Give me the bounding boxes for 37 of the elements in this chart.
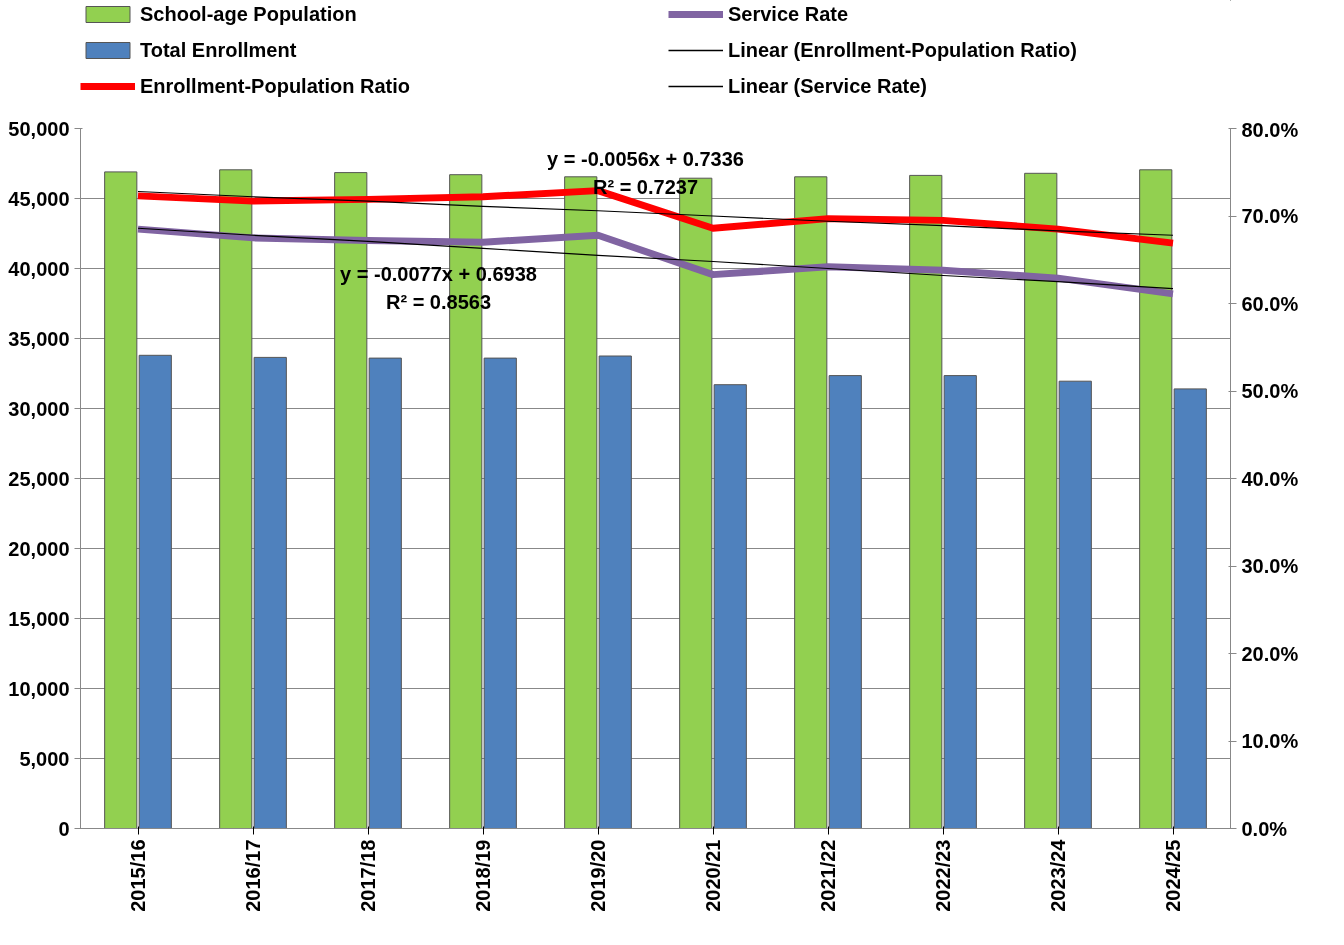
y-tick-label: 30,000 [8, 397, 70, 420]
legend-label: Linear (Service Rate) [728, 73, 928, 99]
y2-tick-label: 80.0% [1241, 118, 1299, 141]
y2-tick-label: 50.0% [1241, 380, 1299, 402]
x-tick-label: 2024/25 [1162, 839, 1184, 912]
legend-label: Linear (Enrollment-Population Ratio) [728, 37, 1078, 63]
y-tick-label: 10,000 [8, 677, 70, 700]
x-tick-label: 2023/24 [1047, 838, 1069, 912]
legend-label: Total Enrollment [140, 37, 298, 63]
y-tick-label: 25,000 [8, 467, 70, 490]
y2-tick-label: 20.0% [1241, 642, 1299, 665]
y-tick-label: 40,000 [8, 257, 70, 280]
legend-label: School-age Population [140, 1, 358, 27]
y2-tick-label: 70.0% [1241, 205, 1299, 227]
y-tick-label: 50,000 [8, 117, 70, 140]
y2-tick-label: 0.0% [1241, 817, 1288, 840]
x-tick-label: 2019/20 [587, 839, 609, 912]
x-tick-label: 2016/17 [242, 839, 264, 912]
y-tick-label: 5,000 [19, 747, 70, 770]
legend-label: Service Rate [728, 1, 850, 27]
annotation: y = -0.0056x + 0.7336 [547, 147, 744, 170]
y-tick-label: 0 [58, 817, 70, 840]
y-tick-label: 45,000 [8, 187, 70, 210]
y-tick-label: 15,000 [8, 607, 70, 630]
x-tick-label: 2018/19 [472, 839, 494, 912]
x-tick-label: 2015/16 [127, 839, 149, 912]
x-tick-label: 2017/18 [357, 839, 379, 912]
legend-label: Enrollment-Population Ratio [140, 73, 411, 99]
y-tick-label: 35,000 [8, 327, 70, 350]
x-tick-label: 2021/22 [817, 839, 839, 912]
x-tick-label: 2020/21 [702, 839, 724, 912]
y2-tick-label: 10.0% [1241, 730, 1299, 752]
y2-tick-label: 60.0% [1241, 292, 1299, 315]
y-tick-label: 20,000 [8, 537, 70, 560]
y2-tick-label: 30.0% [1241, 555, 1299, 577]
y2-tick-label: 40.0% [1241, 467, 1299, 490]
x-tick-label: 2022/23 [932, 839, 954, 912]
